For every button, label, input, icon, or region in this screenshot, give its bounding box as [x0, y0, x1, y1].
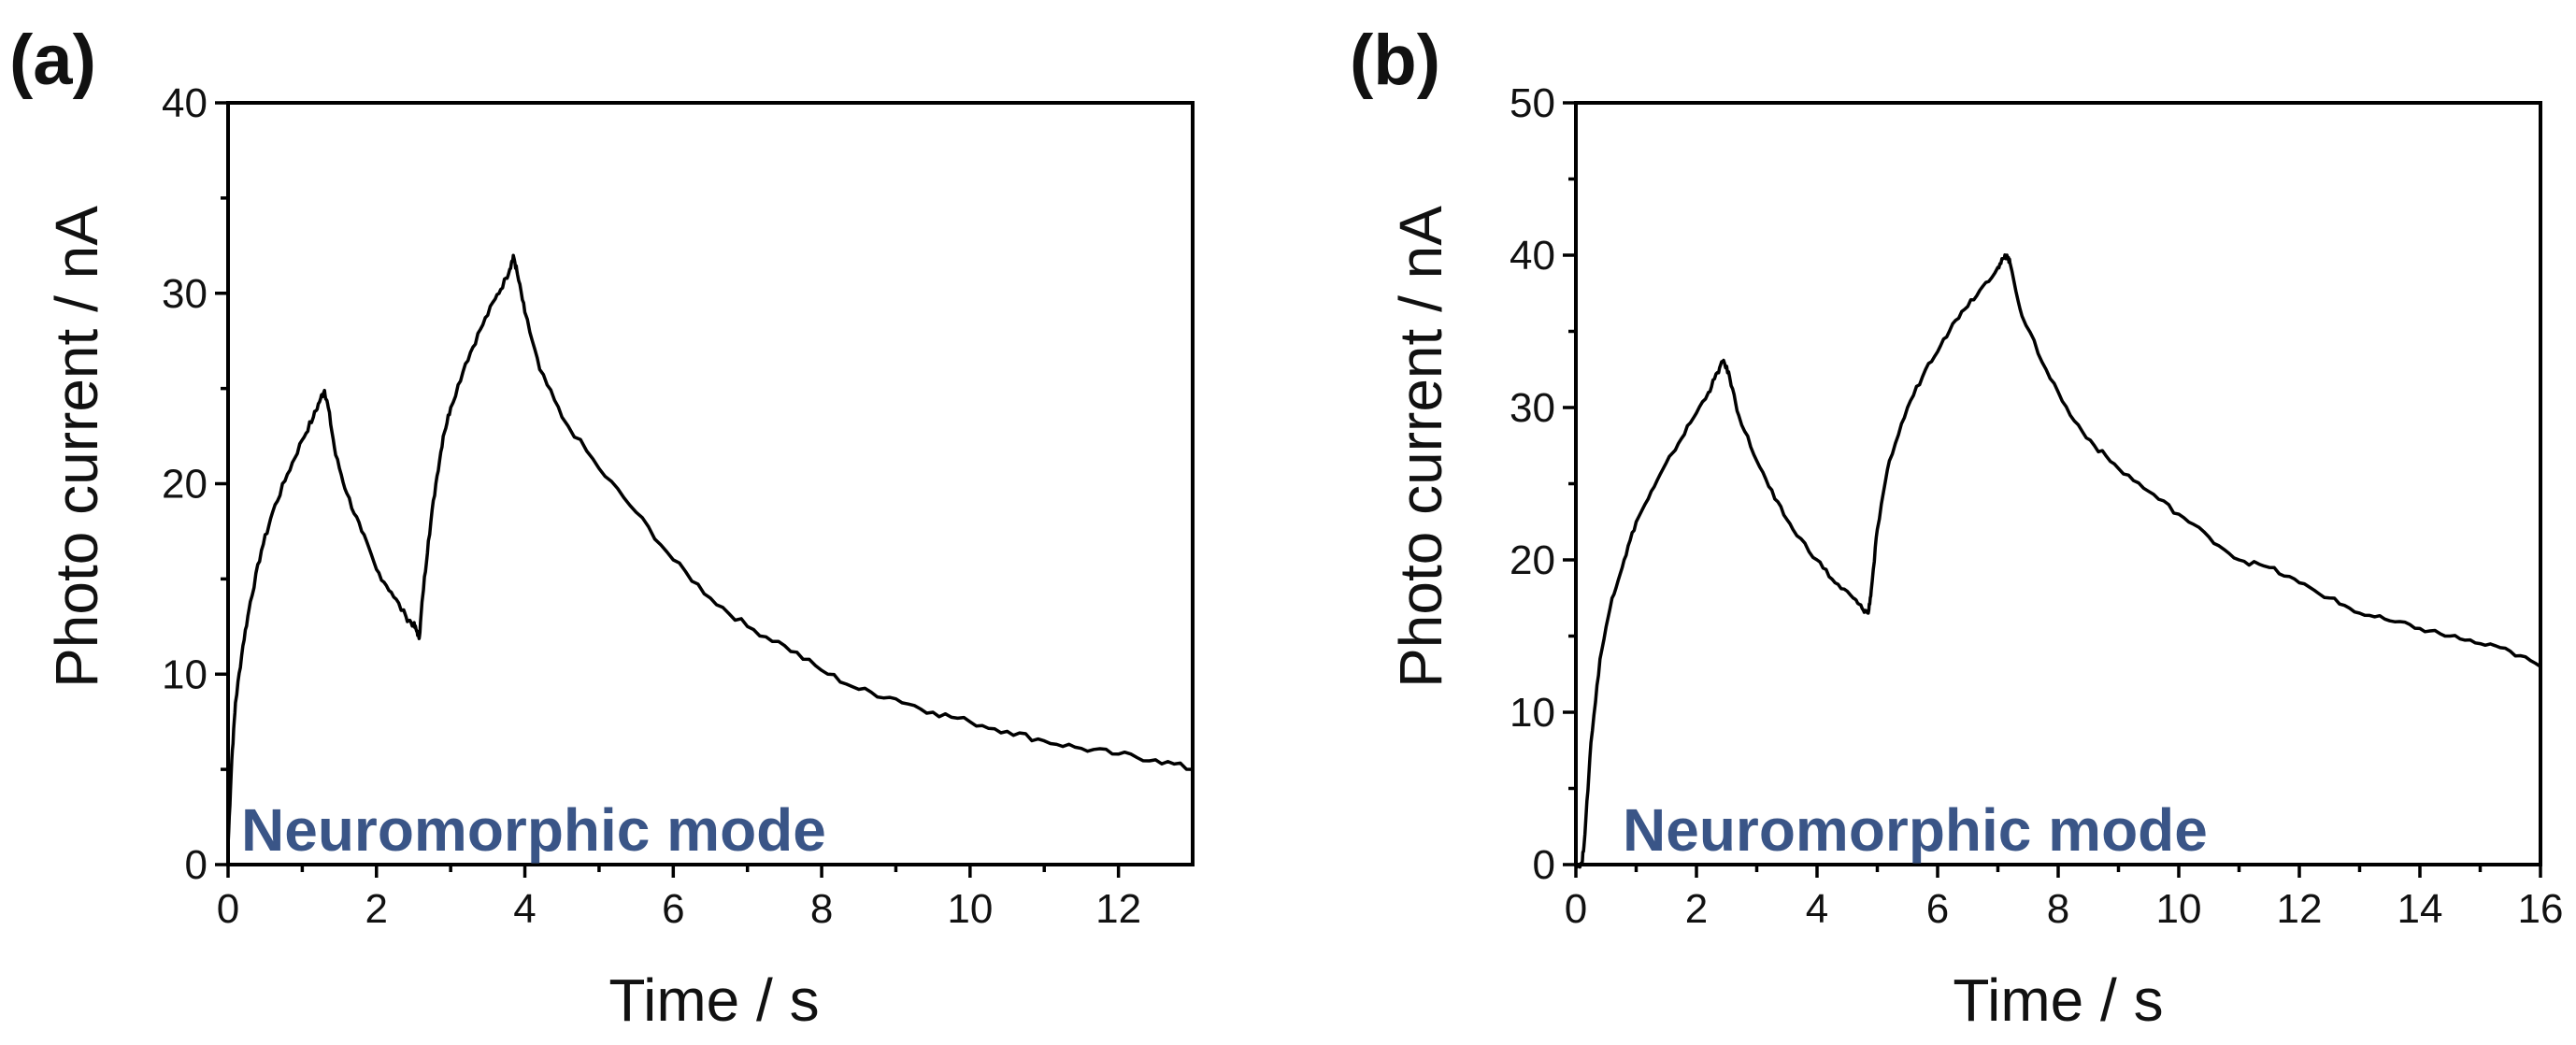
x-tick-label: 8 [2047, 886, 2069, 932]
x-tick-label: 12 [1095, 886, 1141, 932]
panel-b-y-axis-title: Photo current / nA [1387, 206, 1454, 688]
panel-a: (a) Photo current / nA Time / s 0 2 4 6 8 10 1… [9, 21, 1195, 1034]
panel-a-series-line [226, 253, 1195, 848]
y-tick-label: 0 [185, 842, 208, 888]
panel-b-letter: (b) [1350, 21, 1440, 100]
y-tick-label: 20 [1510, 537, 1555, 583]
x-tick-label: 14 [2397, 886, 2443, 932]
x-tick-label: 2 [365, 886, 388, 932]
x-tick-label: 6 [1926, 886, 1949, 932]
x-tick-label: 4 [513, 886, 536, 932]
y-tick-label: 30 [1510, 385, 1555, 431]
y-tick-label: 10 [162, 651, 208, 697]
x-tick-label: 4 [1806, 886, 1828, 932]
panel-b-series-line [1574, 253, 2542, 869]
y-tick-label: 30 [162, 271, 208, 317]
y-tick-label: 20 [162, 462, 208, 508]
panel-a-plot-frame [226, 101, 1195, 866]
x-tick-label: 10 [2156, 886, 2202, 932]
x-tick-label: 8 [810, 886, 833, 932]
panel-a-x-axis-title: Time / s [608, 966, 819, 1034]
y-tick-label: 0 [1533, 842, 1555, 888]
y-tick-label: 10 [1510, 690, 1555, 736]
panel-b-plot-frame [1574, 101, 2542, 866]
y-tick-label: 40 [1510, 233, 1555, 279]
x-tick-label: 0 [1565, 886, 1587, 932]
panel-a-ticks [215, 101, 1121, 878]
x-tick-label: 0 [217, 886, 239, 932]
panel-b: (b) Photo current / nA Time / s 0 2 4 6 8 10 1… [1350, 21, 2563, 1034]
x-tick-label: 16 [2518, 886, 2564, 932]
panel-a-annotation: Neuromorphic mode [241, 796, 826, 864]
x-tick-label: 6 [662, 886, 684, 932]
panel-b-x-axis-title: Time / s [1953, 966, 2163, 1034]
panel-a-letter: (a) [9, 21, 96, 100]
y-tick-label: 50 [1510, 80, 1555, 126]
panel-b-annotation: Neuromorphic mode [1623, 796, 2208, 864]
x-tick-label: 10 [947, 886, 993, 932]
y-tick-label: 40 [162, 80, 208, 126]
x-tick-label: 2 [1685, 886, 1708, 932]
panel-a-y-axis-title: Photo current / nA [43, 206, 110, 688]
panel-a-tick-labels: 0 2 4 6 8 10 12 0 10 20 30 40 [162, 80, 1141, 932]
panel-b-tick-labels: 0 2 4 6 8 10 12 14 16 0 10 20 30 40 50 [1510, 80, 2563, 932]
x-tick-label: 12 [2277, 886, 2323, 932]
panel-b-ticks [1563, 101, 2542, 878]
